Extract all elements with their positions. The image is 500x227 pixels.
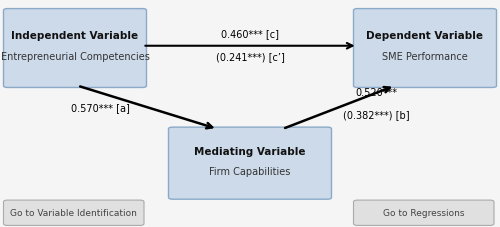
Text: SME Performance: SME Performance bbox=[382, 52, 468, 62]
Text: Firm Capabilities: Firm Capabilities bbox=[210, 166, 290, 176]
Text: Dependent Variable: Dependent Variable bbox=[366, 31, 484, 41]
Text: (0.241***) [c’]: (0.241***) [c’] bbox=[216, 52, 284, 62]
FancyBboxPatch shape bbox=[4, 10, 146, 88]
FancyBboxPatch shape bbox=[354, 10, 496, 88]
Text: 0.460*** [c]: 0.460*** [c] bbox=[221, 29, 279, 39]
Text: 0.520***: 0.520*** bbox=[355, 88, 397, 98]
FancyBboxPatch shape bbox=[4, 200, 144, 225]
Text: (0.382***) [b]: (0.382***) [b] bbox=[343, 110, 409, 120]
Text: 0.570*** [a]: 0.570*** [a] bbox=[70, 103, 130, 113]
Text: Independent Variable: Independent Variable bbox=[12, 31, 138, 41]
Text: Go to Regressions: Go to Regressions bbox=[383, 208, 464, 217]
Text: Go to Variable Identification: Go to Variable Identification bbox=[10, 208, 137, 217]
Text: Entrepreneurial Competencies: Entrepreneurial Competencies bbox=[0, 52, 150, 62]
Text: Mediating Variable: Mediating Variable bbox=[194, 146, 306, 156]
FancyBboxPatch shape bbox=[168, 128, 332, 199]
FancyBboxPatch shape bbox=[354, 200, 494, 225]
